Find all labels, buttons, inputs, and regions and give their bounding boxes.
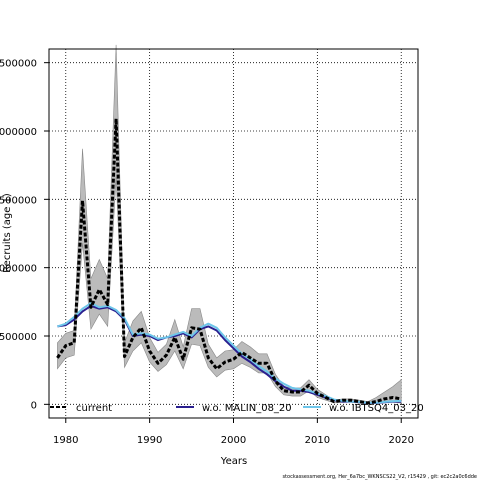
y-tick-label: 2000000 xyxy=(0,127,37,138)
series-line xyxy=(56,117,402,405)
y-axis: 0 500000 1000000 1500000 2000000 2500000 xyxy=(0,59,49,411)
legend: current w.o. MALIN_08_20 w.o. IBTSQ4_03_20 xyxy=(50,403,424,414)
x-tick-label: 1990 xyxy=(137,435,162,446)
x-axis: 1980 1990 2000 2010 2020 xyxy=(53,418,414,446)
x-axis-title: Years xyxy=(220,456,247,467)
legend-label: w.o. MALIN_08_20 xyxy=(202,403,292,414)
y-tick-label: 0 xyxy=(31,400,37,411)
y-tick-label: 1500000 xyxy=(0,195,37,206)
confidence-band xyxy=(57,44,402,404)
x-tick-label: 2000 xyxy=(221,435,246,446)
y-tick-label: 2500000 xyxy=(0,59,37,70)
y-tick-label: 1000000 xyxy=(0,264,37,275)
y-axis-title: Recruits (age 1) xyxy=(2,193,13,273)
legend-label: current xyxy=(76,403,112,414)
y-tick-label: 500000 xyxy=(0,332,37,343)
x-tick-label: 2020 xyxy=(389,435,414,446)
x-tick-label: 1980 xyxy=(53,435,78,446)
legend-label: w.o. IBTSQ4_03_20 xyxy=(329,403,424,414)
plot-content xyxy=(49,44,418,418)
footer-text: stockassessment.org, Her_6a7bc_WKNSCS22_… xyxy=(282,474,477,480)
x-tick-label: 2010 xyxy=(305,435,330,446)
